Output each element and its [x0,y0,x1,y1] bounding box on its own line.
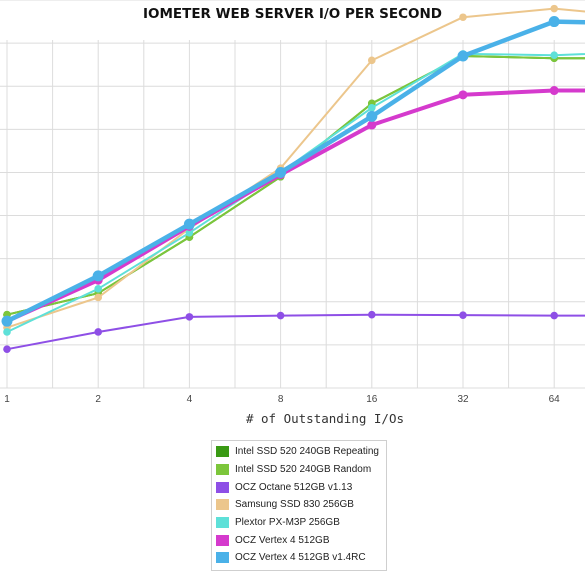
series-line [6,313,585,351]
series-line [6,7,585,329]
x-axis-label: # of Outstanding I/Os [245,411,405,426]
data-point [185,313,194,321]
data-point [92,270,104,282]
data-point [548,16,560,28]
legend-item: OCZ Octane 512GB v1.13 [216,478,382,496]
data-point [275,166,287,178]
x-tick-label: 16 [366,394,378,405]
series-ocz-vertex-4-512gb-v1-4rc [1,16,585,327]
data-point [459,13,467,22]
data-point [366,110,378,122]
data-point [549,86,559,96]
x-tick-label: 1 [4,394,10,405]
legend-label: OCZ Vertex 4 512GB v1.4RC [235,552,366,564]
data-point [3,345,11,354]
legend-item: OCZ Vertex 4 512GB [216,531,382,549]
x-tick-label: 64 [549,394,561,405]
legend-swatch [216,552,229,564]
legend-label: OCZ Octane 512GB v1.13 [235,481,353,493]
legend-item: OCZ Vertex 4 512GB v1.4RC [216,549,382,567]
x-axis-ticks: 1 2 4 8 16 32 64 [4,394,560,405]
data-point [3,328,11,336]
data-point [550,4,558,13]
legend-swatch [216,517,229,529]
legend-item: Samsung SSD 830 256GB [216,496,382,514]
data-point [94,328,102,336]
legend-label: OCZ Vertex 4 512GB [235,534,330,546]
data-point [368,103,376,112]
line-chart: 1 2 4 8 16 32 64 [0,0,585,405]
data-point [1,315,13,327]
x-tick-label: 32 [457,394,469,405]
series-plextor-px-m3p-256gb [3,50,585,336]
data-point [367,120,377,130]
chart-title: IOMETER WEB SERVER I/O PER SECOND [142,6,443,22]
data-point [550,51,558,59]
data-point [94,285,102,293]
x-tick-label: 2 [95,394,101,405]
legend-label: Samsung SSD 830 256GB [235,499,354,511]
legend-label: Plextor PX-M3P 256GB [235,517,340,529]
legend-label: Intel SSD 520 240GB Repeating [235,446,379,458]
series-ocz-octane-512gb-v1-13 [3,310,585,354]
legend-swatch [216,499,229,511]
legend-item: Intel SSD 520 240GB Random [216,461,382,479]
legend-swatch [216,481,229,493]
data-point [458,90,468,100]
legend-swatch [216,446,229,458]
data-point [459,311,467,319]
data-point [457,50,469,62]
data-point [368,310,376,319]
data-point [276,311,285,320]
data-point [183,218,195,230]
legend-swatch [216,464,229,476]
legend: Intel SSD 520 240GB Repeating Intel SSD 5… [211,440,387,571]
legend-label: Intel SSD 520 240GB Random [235,464,372,476]
x-tick-label: 4 [187,394,193,405]
x-tick-label: 8 [278,394,284,405]
legend-swatch [216,534,229,546]
series-line [5,19,585,324]
grid [0,0,585,389]
series-line [6,88,585,324]
data-point [185,229,194,237]
legend-item: Plextor PX-M3P 256GB [216,514,382,532]
series-layer [1,4,585,354]
series-line [6,52,585,333]
data-point [368,56,376,65]
legend-item: Intel SSD 520 240GB Repeating [216,443,382,461]
series-ocz-vertex-4-512gb [2,86,585,326]
data-point [550,311,558,320]
data-point [94,293,102,302]
